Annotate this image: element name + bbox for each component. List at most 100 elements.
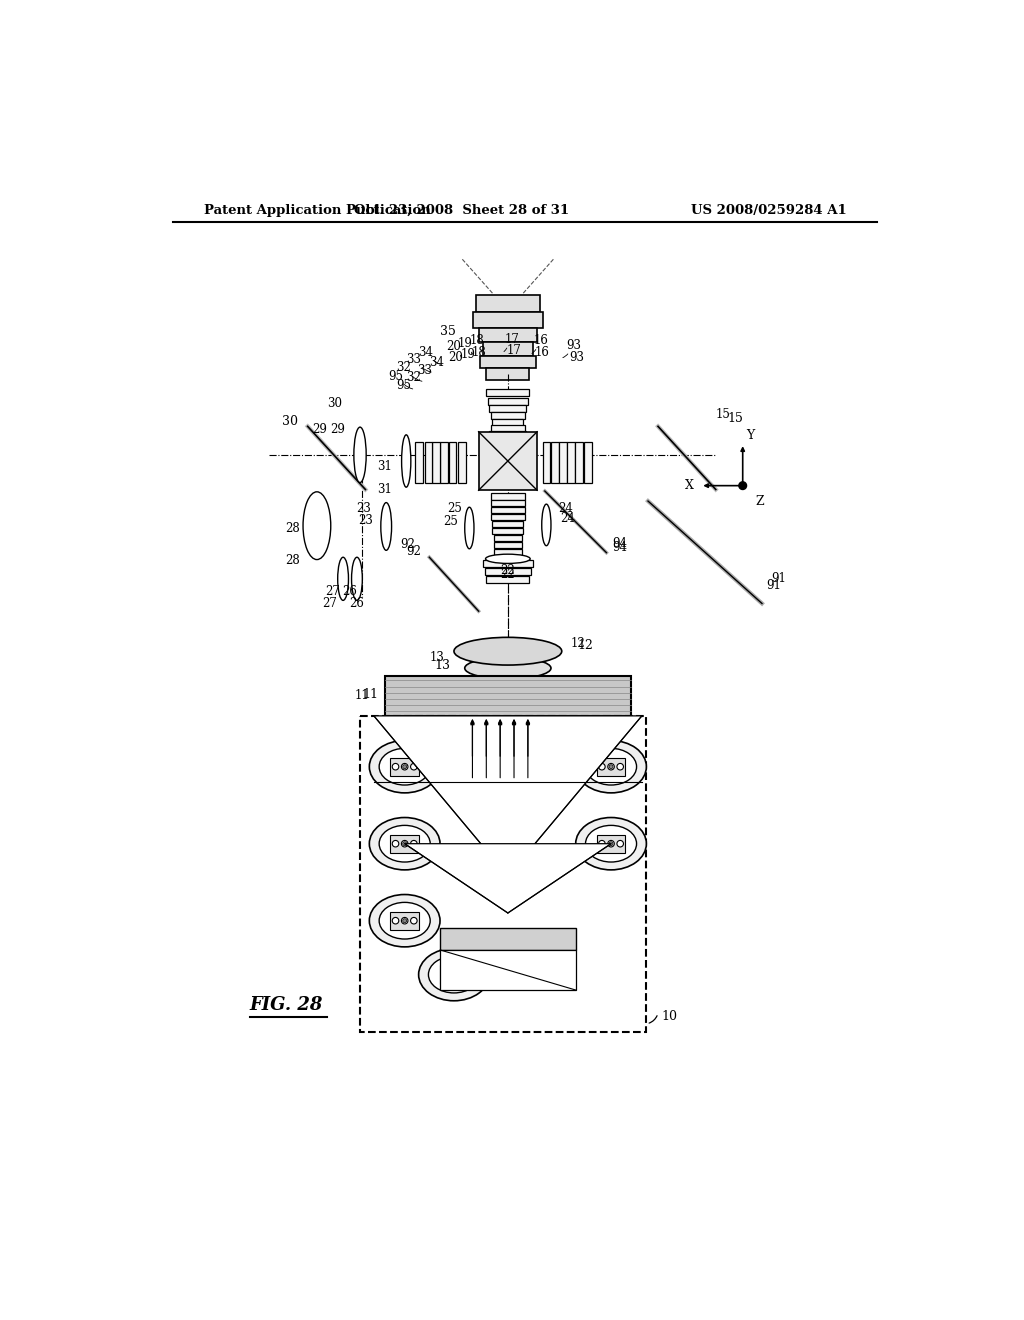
Text: 10: 10	[662, 1010, 678, 1023]
Ellipse shape	[575, 817, 646, 870]
Text: 11: 11	[354, 689, 370, 702]
Text: 16: 16	[534, 334, 549, 347]
Bar	[478, 432, 538, 490]
Ellipse shape	[441, 972, 449, 978]
Bar	[486, 576, 529, 582]
Ellipse shape	[616, 841, 624, 847]
Text: 92: 92	[400, 539, 416, 552]
Text: Oct. 23, 2008  Sheet 28 of 31: Oct. 23, 2008 Sheet 28 of 31	[354, 205, 569, 218]
Text: 95: 95	[389, 370, 403, 383]
Ellipse shape	[379, 748, 430, 785]
Bar	[489, 405, 526, 412]
Ellipse shape	[402, 764, 407, 768]
Ellipse shape	[608, 841, 614, 847]
Text: 27: 27	[325, 585, 340, 598]
Text: 25: 25	[446, 502, 462, 515]
Text: 11: 11	[362, 688, 379, 701]
Bar	[440, 928, 575, 950]
Bar	[490, 425, 525, 432]
Ellipse shape	[401, 917, 408, 924]
Text: 29: 29	[330, 422, 345, 436]
Text: 24: 24	[558, 502, 572, 515]
Bar	[449, 442, 457, 483]
Ellipse shape	[452, 973, 456, 977]
Ellipse shape	[401, 434, 411, 487]
Ellipse shape	[608, 763, 614, 770]
Ellipse shape	[460, 972, 466, 978]
Text: 35: 35	[439, 325, 456, 338]
Ellipse shape	[599, 841, 605, 847]
Bar	[484, 568, 531, 576]
Text: 26: 26	[349, 597, 365, 610]
Ellipse shape	[609, 764, 613, 768]
Text: 27: 27	[322, 597, 337, 610]
Bar	[490, 500, 525, 507]
Text: 17: 17	[504, 333, 519, 346]
Text: 12: 12	[578, 639, 593, 652]
Text: 32: 32	[396, 362, 412, 375]
Bar	[360, 715, 646, 1032]
Text: 93: 93	[566, 339, 581, 352]
Ellipse shape	[575, 741, 646, 793]
Ellipse shape	[392, 841, 398, 847]
Bar	[385, 676, 631, 715]
Ellipse shape	[616, 763, 624, 770]
Text: 34: 34	[418, 346, 433, 359]
Polygon shape	[440, 950, 575, 990]
Ellipse shape	[392, 763, 398, 770]
Bar	[490, 507, 525, 513]
Ellipse shape	[402, 919, 407, 923]
Text: 28: 28	[286, 521, 300, 535]
Text: 24: 24	[560, 512, 575, 525]
Bar	[440, 442, 447, 483]
Ellipse shape	[370, 741, 440, 793]
Text: 20: 20	[449, 351, 463, 363]
Text: 91: 91	[766, 579, 780, 593]
Ellipse shape	[451, 972, 458, 978]
Bar	[487, 397, 528, 405]
Text: 32: 32	[407, 371, 421, 384]
Ellipse shape	[411, 841, 417, 847]
Ellipse shape	[401, 841, 408, 847]
Text: 33: 33	[417, 363, 432, 376]
Text: 30: 30	[283, 416, 298, 428]
Bar	[483, 560, 532, 568]
Bar	[425, 442, 432, 483]
Bar	[490, 412, 525, 418]
Text: 29: 29	[312, 422, 327, 436]
Bar	[490, 515, 525, 520]
Text: 92: 92	[407, 545, 422, 557]
Ellipse shape	[454, 638, 562, 665]
Bar	[543, 442, 550, 483]
Bar	[475, 296, 541, 313]
Ellipse shape	[379, 903, 430, 939]
Bar	[559, 442, 567, 483]
Bar	[390, 912, 419, 929]
Text: 30: 30	[328, 397, 342, 409]
Bar	[486, 368, 529, 380]
Bar	[416, 442, 423, 483]
Ellipse shape	[351, 557, 362, 601]
Text: 22: 22	[501, 568, 515, 581]
Bar	[486, 389, 529, 396]
Ellipse shape	[381, 503, 391, 550]
Text: 31: 31	[378, 483, 392, 496]
Text: 93: 93	[569, 351, 585, 363]
Text: 16: 16	[536, 346, 550, 359]
Bar	[493, 528, 523, 535]
Text: Y: Y	[746, 429, 755, 442]
Ellipse shape	[370, 817, 440, 870]
Ellipse shape	[370, 895, 440, 946]
Ellipse shape	[303, 492, 331, 560]
Text: Z: Z	[756, 495, 765, 508]
Ellipse shape	[419, 948, 489, 1001]
Ellipse shape	[485, 554, 530, 564]
Text: 23: 23	[356, 502, 371, 515]
Bar	[490, 494, 525, 499]
Text: 17: 17	[507, 345, 521, 358]
Ellipse shape	[465, 507, 474, 549]
Bar	[432, 442, 440, 483]
Ellipse shape	[599, 763, 605, 770]
Text: 18: 18	[471, 346, 486, 359]
Ellipse shape	[586, 825, 637, 862]
